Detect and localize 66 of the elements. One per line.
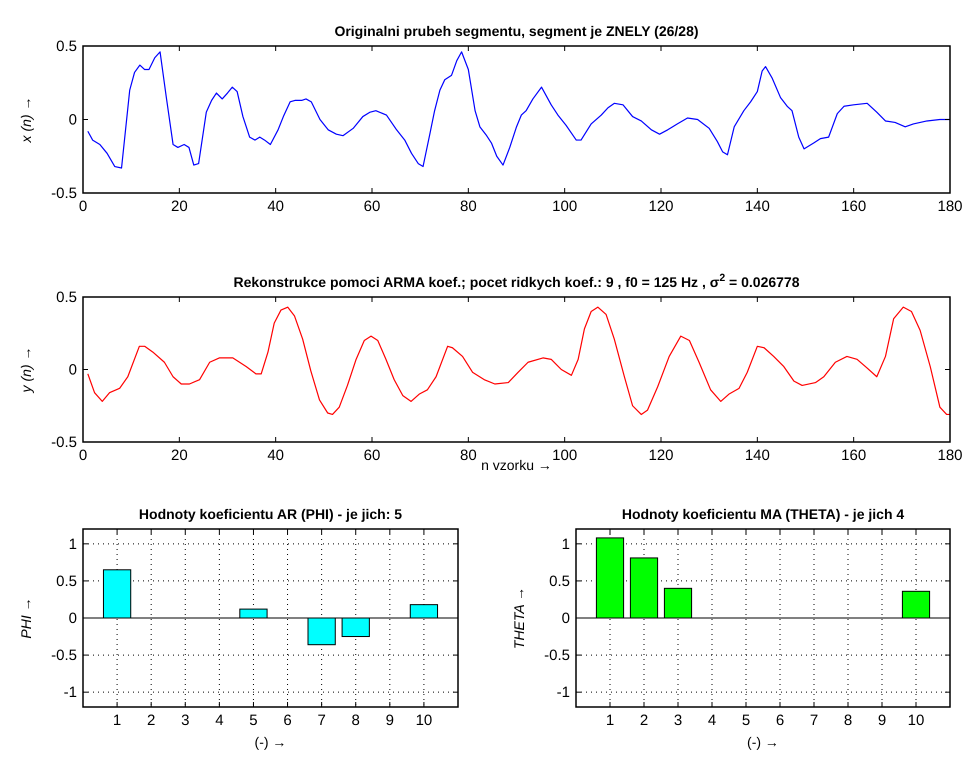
x-tick-label: 80 (460, 447, 477, 464)
y-tick-label: 0 (68, 610, 77, 627)
x-tick-label: 180 (937, 447, 963, 464)
x-tick-label: 7 (810, 712, 818, 729)
x-tick-label: 120 (648, 447, 674, 464)
chart-title: Rekonstrukce pomoci ARMA koef.; pocet ridkych koef.: 9 , f0 = 125 Hz , σ$^{2}$ = 0.026778 (233, 272, 800, 290)
x-tick-label: 100 (552, 198, 578, 215)
x-tick-label: 40 (267, 447, 284, 464)
x-tick-label: 10 (416, 712, 432, 729)
y-tick-label: 0 (68, 362, 77, 378)
x-tick-label: 6 (776, 712, 784, 729)
chart-title: Hodnoty koeficientu MA (THETA) - je jich 4 (622, 506, 904, 522)
x-axis-title: (-) → (254, 734, 286, 750)
x-tick-label: 1 (606, 712, 614, 729)
y-tick-label: -0.5 (51, 647, 77, 664)
x-tick-label: 160 (841, 198, 866, 215)
y-tick-label: 0.5 (549, 572, 570, 590)
x-tick-label: 40 (267, 198, 284, 215)
y-tick-label: -0.5 (544, 647, 570, 664)
x-tick-label: 1 (112, 712, 122, 729)
x-tick-label: 20 (170, 447, 188, 464)
y-tick-label: 0 (562, 610, 570, 627)
x-tick-label: 180 (937, 198, 963, 215)
chart-title: Hodnoty koeficientu AR (PHI) - je jich: 5 (138, 506, 402, 522)
x-tick-label: 120 (648, 198, 674, 215)
x-tick-label: 100 (552, 447, 578, 464)
x-tick-label: 140 (744, 447, 770, 464)
x-tick-label: 2 (640, 712, 648, 729)
x-tick-label: 60 (364, 447, 380, 464)
y-tick-label: -1 (556, 684, 570, 702)
y-tick-label: 0.5 (56, 38, 77, 55)
y-tick-label: 1 (68, 536, 77, 553)
y-tick-label: 0.5 (56, 572, 77, 590)
y-tick-label: -0.5 (51, 185, 77, 202)
x-tick-label: 20 (170, 198, 188, 215)
x-tick-label: 8 (844, 712, 852, 729)
x-tick-label: 5 (249, 712, 258, 729)
x-tick-label: 9 (878, 712, 886, 729)
y-tick-label: 1 (562, 536, 570, 553)
x-tick-label: 4 (708, 712, 716, 729)
y-axis-title: y (n) → (18, 346, 34, 394)
x-tick-label: 8 (352, 712, 360, 729)
y-tick-label: -1 (64, 684, 77, 702)
x-tick-label: 4 (215, 712, 224, 729)
x-tick-label: 7 (317, 712, 326, 729)
x-tick-label: 60 (364, 198, 380, 215)
x-tick-label: 5 (742, 712, 750, 729)
x-axis-title: n vzorku → (481, 457, 552, 473)
x-tick-label: 140 (744, 198, 770, 215)
x-tick-label: 3 (181, 712, 190, 729)
line-series (87, 306, 951, 416)
y-tick-label: 0.5 (56, 289, 77, 306)
y-axis-title: x (n) → (18, 96, 34, 144)
y-tick-label: -0.5 (51, 434, 77, 451)
y-axis-title: PHI → (18, 597, 34, 639)
x-tick-label: 6 (283, 712, 292, 729)
chart-title: Originalni prubeh segmentu, segment je ZNELY (26/28) (334, 23, 699, 39)
x-axis-title: (-) → (747, 734, 779, 750)
y-tick-label: 0 (68, 112, 77, 128)
x-tick-label: 3 (674, 712, 682, 729)
x-tick-label: 9 (386, 712, 394, 729)
y-axis-title: THETA → (511, 586, 527, 650)
x-tick-label: 80 (460, 198, 477, 215)
x-tick-label: 10 (908, 712, 924, 729)
x-tick-label: 160 (841, 447, 866, 464)
x-tick-label: 2 (147, 712, 156, 729)
